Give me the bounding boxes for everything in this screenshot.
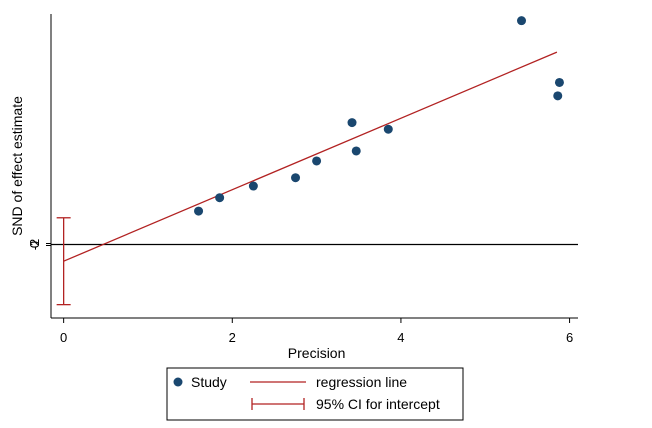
legend-ci-label: 95% CI for intercept [316,396,440,412]
regression-line [63,51,558,262]
x-axis-title: Precision [288,345,346,361]
legend-box [166,367,464,421]
study-point [347,118,357,128]
y-axis-title: SND of effect estimate [9,96,25,236]
x-tick-label: 0 [60,330,67,345]
x-tick-label: 4 [397,330,404,345]
plot-area [51,16,578,306]
study-point [554,77,564,87]
legend-regression-label: regression line [316,374,407,390]
study-point [215,193,225,203]
study-point [291,173,301,183]
axes: 0 2 4 6-20 [27,14,578,345]
study-point [312,156,322,166]
study-point [194,206,204,216]
x-tick-label: 6 [566,330,573,345]
legend-study-label: Study [191,374,227,390]
x-tick-label: 2 [229,330,236,345]
study-point [553,91,563,101]
legend-study-marker [173,377,183,387]
legend: Study regression line 95% CI for intercept [166,367,464,421]
study-point [517,16,527,26]
y-tick-label: -2 [27,239,42,251]
study-point [351,146,361,156]
study-point [248,181,258,191]
study-point [383,124,393,134]
y-tick-label: 0 [27,241,42,248]
